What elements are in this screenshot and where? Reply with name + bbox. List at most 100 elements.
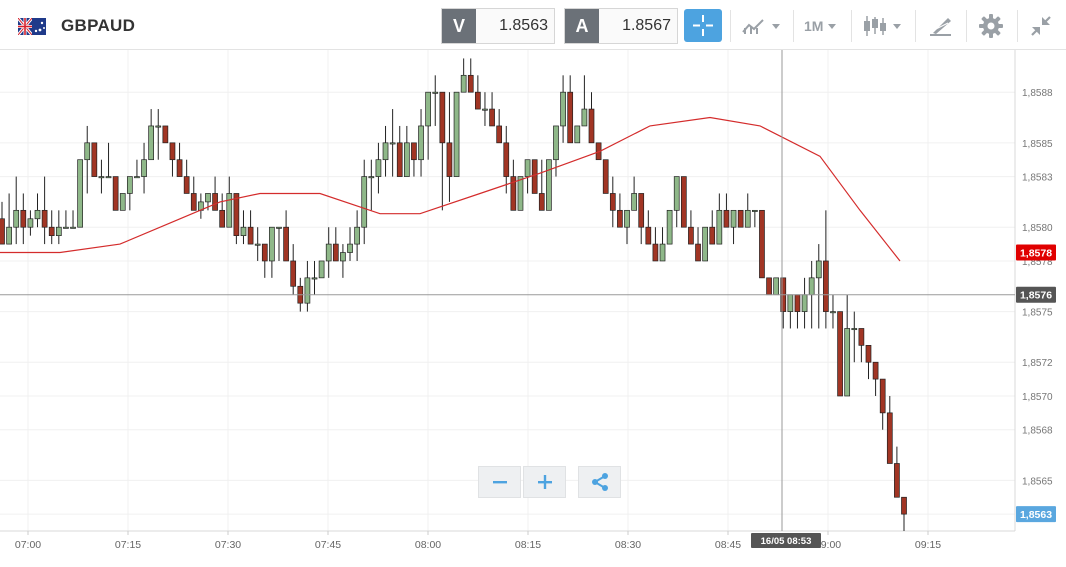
candle-down <box>680 176 687 228</box>
candle-up <box>659 243 666 262</box>
settings-button[interactable] <box>978 10 1004 42</box>
candle-down <box>695 243 701 262</box>
candle-up <box>141 159 147 177</box>
candle-down <box>247 226 254 245</box>
candle-up <box>98 176 105 179</box>
candle-up <box>752 209 758 212</box>
candle-up <box>453 91 460 177</box>
candle-down <box>219 209 226 228</box>
candle-up <box>70 226 76 229</box>
candle-down <box>112 176 119 211</box>
candle-down <box>446 142 453 177</box>
candle-up <box>666 209 673 245</box>
candle-up <box>269 226 275 262</box>
candle-up <box>240 226 247 236</box>
candle-up <box>276 226 282 229</box>
toolbar-separator <box>851 10 852 42</box>
share-button[interactable] <box>578 466 621 498</box>
timeframe-dropdown[interactable]: 1M <box>804 10 837 42</box>
candle-down <box>396 142 403 177</box>
candle-up <box>325 243 332 262</box>
y-tick-label: 1,8588 <box>1022 88 1053 99</box>
candle-up <box>354 226 360 245</box>
candle-up <box>84 142 91 161</box>
y-tick-label: 1,8565 <box>1022 476 1053 487</box>
x-tick-label: 07:45 <box>315 539 341 551</box>
candle-up <box>375 159 382 177</box>
candle-up <box>340 252 346 262</box>
candle-up <box>581 108 588 127</box>
candle-up <box>27 218 34 228</box>
ask-price-button[interactable]: A 1.8567 <box>564 8 678 44</box>
candle-up <box>482 108 488 111</box>
candle-up <box>318 260 325 279</box>
candle-up <box>517 176 524 211</box>
candle-up <box>716 209 723 245</box>
drawing-tools-button[interactable] <box>928 10 954 42</box>
zoom-out-button[interactable] <box>478 466 521 498</box>
indicators-dropdown[interactable] <box>741 10 780 42</box>
candle-down <box>872 361 879 380</box>
moving-average-line <box>0 116 901 262</box>
crosshair-button[interactable] <box>684 9 722 42</box>
candle-up <box>631 193 637 211</box>
chart-type-dropdown[interactable] <box>862 10 901 42</box>
candle-up <box>808 277 815 296</box>
price-chart[interactable]: 1,8588 1,8585 1,8583 1,8580 1,8578 1,8575 1,85… <box>0 50 1066 567</box>
candle-down <box>886 412 893 464</box>
candle-down <box>609 193 616 211</box>
toolbar-separator <box>966 10 967 42</box>
candle-down <box>162 125 169 144</box>
candle-up <box>368 176 375 179</box>
candle-down <box>332 243 339 262</box>
candlestick-icon <box>864 16 886 36</box>
timeframe-label: 1M <box>804 18 824 34</box>
candle-down <box>617 209 623 228</box>
candle-down <box>538 193 545 211</box>
x-tick-label: 07:15 <box>115 539 141 551</box>
candle-up <box>624 209 630 228</box>
y-tick-label: 1,8580 <box>1022 223 1053 234</box>
candle-down <box>41 209 48 228</box>
candle-down <box>688 226 694 245</box>
candle-down <box>759 209 765 279</box>
candle-up <box>432 91 439 94</box>
candle-up <box>6 226 12 245</box>
collapse-button[interactable] <box>1029 10 1053 42</box>
candle-up <box>553 125 559 161</box>
chart-toolbar: GBPAUD V 1.8563 A 1.8567 1M <box>0 0 1066 50</box>
candle-up <box>702 226 708 262</box>
zoom-controls <box>478 466 621 498</box>
candle-up <box>830 311 836 314</box>
candle-down <box>901 496 907 515</box>
gbpaud-flag-icon <box>18 18 46 35</box>
candle-up <box>574 125 581 144</box>
x-tick-label: 08:00 <box>415 539 441 551</box>
candle-up <box>304 277 311 304</box>
gear-icon <box>979 14 1003 38</box>
y-tick-label: 1,8568 <box>1022 426 1053 437</box>
candle-down <box>0 218 5 245</box>
candle-down <box>91 142 98 177</box>
candle-up <box>851 328 858 331</box>
zoom-in-button[interactable] <box>523 466 566 498</box>
crosshair-price-label: 1,8576 <box>1020 290 1052 302</box>
x-tick-label: 08:45 <box>715 539 741 551</box>
candle-up <box>460 74 467 93</box>
candle-down <box>737 209 744 228</box>
candle-up <box>226 193 233 228</box>
candle-up <box>254 243 261 246</box>
candle-down <box>794 294 801 312</box>
candle-down <box>20 209 27 228</box>
candle-down <box>723 209 730 228</box>
drawing-tools-icon <box>930 18 951 36</box>
y-tick-label: 1,8583 <box>1022 173 1053 184</box>
candle-down <box>858 328 865 346</box>
indicators-icon <box>742 19 764 34</box>
toolbar-separator <box>1017 10 1018 42</box>
candle-up <box>425 91 431 127</box>
toolbar-separator <box>730 10 731 42</box>
ma-price-label: 1,8578 <box>1020 248 1052 260</box>
bid-price-button[interactable]: V 1.8563 <box>441 8 555 44</box>
candles <box>0 58 907 531</box>
